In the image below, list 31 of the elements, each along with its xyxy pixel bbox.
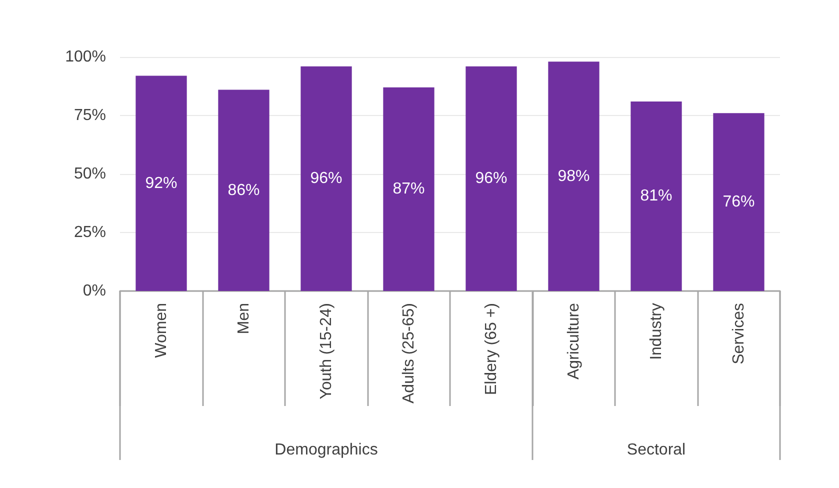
- data-label: 87%: [392, 180, 425, 198]
- x-tick-label: Services: [730, 303, 748, 364]
- bar: [713, 113, 764, 291]
- data-label: 98%: [558, 168, 590, 185]
- data-label: 96%: [475, 170, 508, 188]
- x-tick-label: Agriculture: [565, 302, 582, 380]
- x-tick-label: Adults (25-65): [400, 303, 418, 404]
- text: Sectoral: [626, 442, 686, 458]
- data-label: 86%: [228, 182, 260, 199]
- data-label: 76%: [722, 194, 755, 211]
- bar: [383, 87, 434, 291]
- x-tick-label: Men: [235, 303, 252, 334]
- bar: [218, 90, 270, 291]
- data-label: 81%: [640, 188, 672, 205]
- bar: [136, 76, 187, 291]
- x-tick-label: Eldery (65 +): [482, 303, 500, 396]
- bar: [466, 66, 517, 291]
- bar: [548, 62, 600, 291]
- x-tick-label: Women: [152, 303, 170, 358]
- text: Demographics: [274, 442, 378, 458]
- y-tick-label: 0%: [82, 282, 106, 300]
- bar: [630, 101, 682, 291]
- y-tick-label: 50%: [74, 166, 106, 182]
- y-tick-label: 75%: [74, 107, 106, 124]
- x-tick-label: Youth (15-24): [318, 303, 335, 400]
- y-tick-label: 100%: [65, 48, 106, 66]
- data-label: 96%: [310, 170, 342, 188]
- y-tick-label: 25%: [74, 224, 106, 241]
- x-tick-label: Industry: [648, 303, 665, 360]
- data-label: 92%: [145, 174, 178, 192]
- bar: [300, 66, 352, 291]
